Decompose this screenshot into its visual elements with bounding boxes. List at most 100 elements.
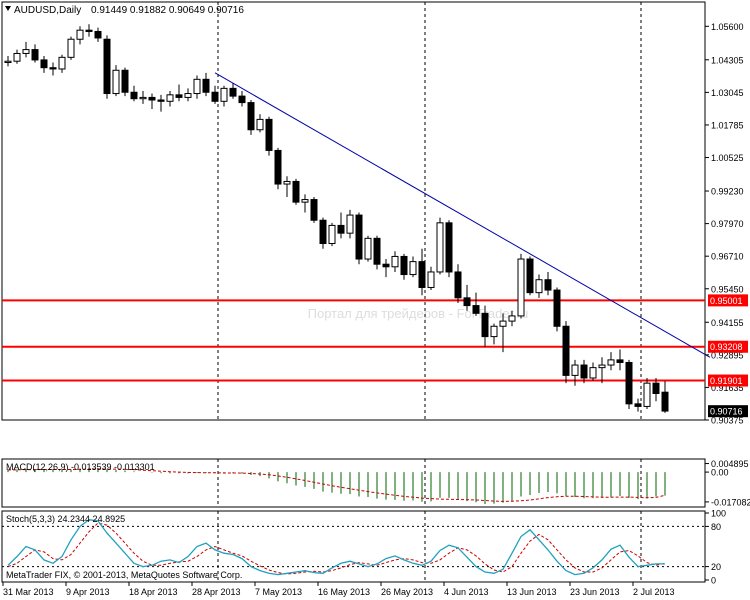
candle-body	[499, 320, 507, 327]
macd-tick-label: -0.017082	[711, 497, 750, 507]
price-panel-frame	[1, 1, 706, 421]
candle-body	[436, 222, 444, 273]
time-tick-label: 23 Jun 2013	[570, 587, 620, 597]
candle-body	[526, 258, 534, 294]
candle-body	[13, 52, 21, 62]
price-axis: 1.05600 1.04305 1.03045 1.01785 1.00525 0.992…	[705, 22, 744, 426]
stochastic-tick-label: 0	[711, 576, 716, 586]
candle-body	[661, 391, 669, 412]
price-tick-label: 0.97970	[711, 219, 744, 229]
candle-body	[328, 224, 336, 245]
candle-body	[40, 59, 48, 69]
candle-body	[481, 312, 489, 338]
time-tick-label: 31 Mar 2013	[3, 587, 54, 597]
macd-title: MACD(12,26,9) -0.013539 -0.013301	[6, 462, 155, 472]
current-price-text: 0.90716	[710, 407, 743, 417]
candle-body	[247, 102, 255, 131]
candle-body	[4, 60, 12, 64]
candle-body	[490, 325, 498, 338]
candle-body	[553, 289, 561, 327]
candle-body	[598, 364, 606, 369]
horizontal-lines[interactable]	[2, 299, 705, 382]
time-tick-label: 7 May 2013	[255, 587, 302, 597]
price-tick-label: 1.00525	[711, 153, 744, 163]
candle-body	[346, 214, 354, 234]
current-price-label: 0.90716	[708, 405, 748, 418]
time-tick-label: 26 May 2013	[381, 587, 433, 597]
price-tick-label: 1.04305	[711, 55, 744, 65]
candle-body	[310, 199, 318, 221]
price-tick-label: 0.92895	[711, 350, 744, 360]
current-price-box	[708, 405, 748, 418]
price-tick-label: 0.91635	[711, 383, 744, 393]
candle-body	[85, 29, 93, 32]
period-separators	[217, 2, 642, 420]
candle-body	[67, 38, 75, 58]
candle-body	[373, 237, 381, 265]
candle-body	[472, 305, 480, 314]
candle-body	[31, 49, 39, 61]
price-tick-label: 1.01785	[711, 120, 744, 130]
candle-body	[634, 403, 642, 407]
macd-tick-label: 0.00	[711, 468, 729, 478]
horizontal-line-label-box	[708, 340, 748, 353]
stochastic-signal-line	[7, 522, 666, 575]
stochastic-levels	[2, 525, 705, 568]
macd-tick-label: 0.004895	[711, 459, 749, 469]
stochastic-main-line	[7, 519, 665, 576]
price-tick-label: 0.99230	[711, 187, 744, 197]
candle-body	[382, 263, 390, 268]
price-tick-label: 1.03045	[711, 88, 744, 98]
candle-body	[157, 99, 165, 102]
price-tick-label: 0.90375	[711, 416, 744, 426]
candle-body	[238, 95, 246, 104]
candle-body	[562, 325, 570, 376]
stochastic-axis: 100 80 20 0	[705, 509, 726, 586]
candle-body	[139, 96, 147, 100]
time-tick-label: 4 Jun 2013	[444, 587, 489, 597]
price-tick-label: 0.94155	[711, 318, 744, 328]
candle-body	[184, 93, 192, 98]
candle-body	[292, 180, 300, 203]
watermark: Портал для трейдеров - ForTrader.ru	[308, 306, 529, 321]
candle-body	[22, 49, 30, 54]
stochastic-panel[interactable]: 100 80 20 0 Stoch(5,3,3) 24.2344 24.8925 Me…	[1, 509, 726, 586]
trendline[interactable]	[214, 72, 711, 358]
candle-body	[265, 118, 273, 151]
candle-body	[211, 91, 219, 102]
candle-body	[535, 279, 543, 294]
horizontal-line-label: 0.91901	[710, 376, 743, 386]
candle-body	[58, 56, 66, 70]
candle-body	[76, 29, 84, 40]
stochastic-panel-frame	[1, 510, 706, 583]
price-panel[interactable]: Портал для трейдеров - ForTrader.ru 1.05…	[1, 1, 748, 426]
horizontal-line-label: 0.95001	[710, 296, 743, 306]
time-tick-label: 2 Jul 2013	[633, 587, 675, 597]
symbol-title: AUDUSD,Daily	[14, 5, 81, 16]
stochastic-tick-label: 80	[711, 522, 721, 532]
candle-body	[103, 38, 111, 95]
time-tick-label: 16 May 2013	[318, 587, 370, 597]
candle-body	[571, 364, 579, 376]
candle-body	[274, 149, 282, 185]
candle-body	[607, 359, 615, 366]
candle-body	[319, 219, 327, 245]
candle-body	[391, 255, 399, 268]
stochastic-tick-label: 20	[711, 562, 721, 572]
candle-body	[427, 271, 435, 288]
candle-body	[112, 69, 120, 95]
candle-body	[400, 255, 408, 276]
triangle-down-icon	[5, 6, 11, 11]
macd-period-separators	[217, 459, 642, 507]
candle-body	[130, 91, 138, 100]
candle-body	[580, 364, 588, 379]
candles	[4, 24, 669, 413]
candle-body	[643, 382, 651, 407]
candle-body	[508, 315, 516, 322]
candle-body	[283, 180, 291, 185]
candle-body	[517, 258, 525, 317]
candle-body	[355, 214, 363, 260]
